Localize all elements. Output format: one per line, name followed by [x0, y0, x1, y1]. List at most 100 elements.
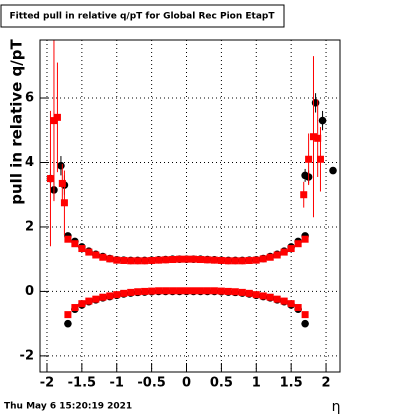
point: [294, 304, 302, 312]
y-tick-label: 4: [25, 155, 34, 170]
point: [64, 319, 72, 328]
point: [127, 257, 135, 265]
x-tick-label: 1: [252, 376, 261, 391]
point: [106, 255, 114, 263]
point: [287, 245, 295, 253]
point: [318, 116, 327, 125]
grid: [40, 40, 340, 372]
point: [196, 256, 204, 264]
title-box: [0, 4, 285, 28]
y-tick-label: 6: [25, 91, 34, 106]
point: [314, 134, 322, 142]
point: [189, 255, 197, 263]
point: [217, 287, 225, 295]
x-tick-label: 2: [322, 376, 331, 391]
point: [85, 297, 93, 305]
point: [85, 248, 93, 256]
y-axis-label: pull in relative q/pT: [8, 38, 26, 204]
point: [53, 113, 61, 121]
point: [141, 287, 149, 295]
y-tick-label: -2: [20, 348, 34, 363]
x-tick-label: -1: [110, 376, 124, 391]
point: [300, 191, 308, 199]
point: [148, 287, 156, 295]
chart-title: Fitted pull in relative q/pT for Global …: [9, 12, 275, 22]
point: [309, 133, 317, 141]
point: [183, 255, 191, 263]
point: [196, 287, 204, 295]
point: [176, 287, 184, 295]
timestamp: Thu May 6 15:20:19 2021: [4, 402, 132, 412]
point: [169, 256, 177, 264]
point: [78, 300, 86, 308]
x-tick-label: -1.5: [68, 376, 96, 391]
point: [99, 293, 107, 301]
point: [316, 155, 324, 163]
point: [113, 256, 121, 264]
point: [231, 257, 239, 265]
axes: -2 -1.5 -1 -0.5 0 0.5 1 1.5 2 -2 0 2 4 6: [20, 91, 331, 391]
point: [252, 291, 260, 299]
y-tick-label: 0: [25, 284, 34, 299]
point: [259, 292, 267, 300]
point: [64, 311, 72, 319]
point: [287, 300, 295, 308]
point: [134, 257, 142, 265]
point: [57, 161, 65, 170]
point: [71, 304, 79, 312]
point: [78, 245, 86, 253]
point: [273, 251, 281, 259]
point: [203, 256, 211, 264]
point: [169, 287, 177, 295]
point: [252, 256, 260, 264]
point: [231, 288, 239, 296]
x-tick-label: -0.5: [137, 376, 165, 391]
point: [217, 256, 225, 264]
x-tick-label: 1.5: [280, 376, 303, 391]
point: [280, 297, 288, 305]
point: [120, 256, 128, 264]
point: [183, 287, 191, 295]
point: [141, 257, 149, 265]
point: [162, 256, 170, 264]
y-tick-label: 2: [25, 219, 34, 234]
point: [259, 255, 267, 263]
point: [280, 248, 288, 256]
point: [46, 175, 54, 183]
point: [238, 257, 246, 265]
point: [305, 155, 313, 163]
point: [245, 289, 253, 297]
point: [301, 235, 309, 243]
point: [266, 253, 274, 261]
point: [301, 319, 309, 328]
point: [224, 287, 232, 295]
point: [189, 287, 197, 295]
point: [106, 292, 114, 300]
point: [120, 289, 128, 297]
point: [294, 240, 302, 248]
x-tick-label: 0: [182, 376, 191, 391]
point: [162, 287, 170, 295]
point: [155, 287, 163, 295]
point: [245, 256, 253, 264]
point: [148, 256, 156, 264]
point: [210, 256, 218, 264]
point: [60, 199, 68, 207]
point: [273, 295, 281, 303]
x-axis-label: η: [332, 399, 341, 414]
point: [238, 288, 246, 296]
point: [71, 240, 79, 248]
point: [329, 166, 337, 175]
x-tick-label: 0.5: [210, 376, 233, 391]
point: [176, 255, 184, 263]
point: [127, 288, 135, 296]
point: [210, 287, 218, 295]
point: [92, 251, 100, 259]
point: [92, 295, 100, 303]
plot-area: [46, 40, 337, 328]
point: [113, 291, 121, 299]
point: [266, 293, 274, 301]
point: [224, 257, 232, 265]
